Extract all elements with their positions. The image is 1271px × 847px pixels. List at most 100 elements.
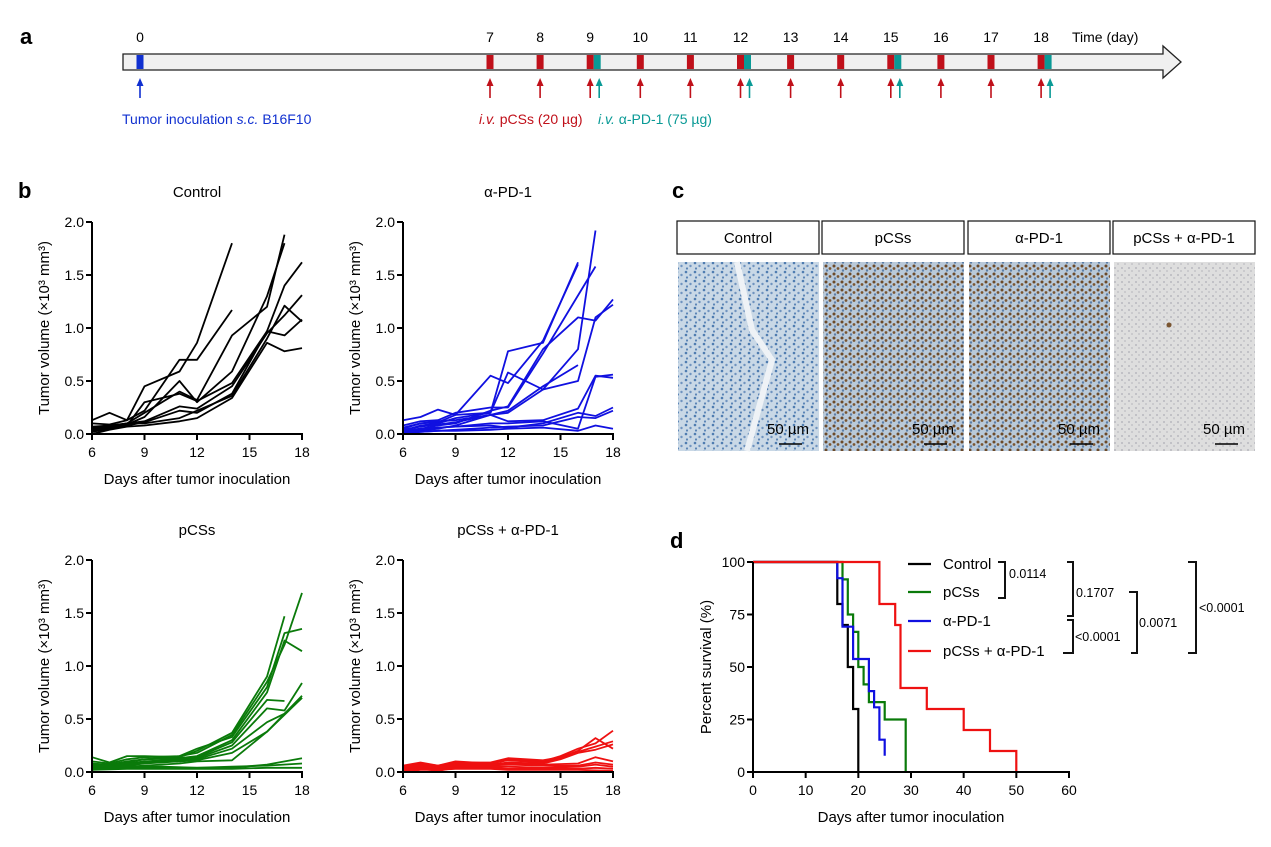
x-tick-label: 9 (141, 444, 149, 460)
y-tick-label: 1.0 (376, 320, 396, 336)
tumor-growth-line (402, 261, 579, 432)
y-axis-label: Tumor volume (×10³ mm³) (36, 579, 53, 753)
tumor-growth-line (402, 298, 614, 433)
tumor-growth-line (91, 294, 303, 429)
pcss-dose-arrow-icon (887, 78, 895, 98)
ihc-label: pCSs + α-PD-1 (1133, 230, 1235, 247)
significance-brackets: 0.0114 0.1707 <0.0001 0.0071 <0.0001 (998, 561, 1245, 654)
y-tick-label: 1.5 (376, 267, 396, 283)
tumor-growth-line (91, 304, 303, 428)
legend-inoculation: Tumor inoculation s.c. B16F10 (122, 111, 312, 127)
pcss-dose-mark (737, 55, 744, 69)
timeline-day-label: 0 (136, 29, 144, 45)
y-tick-label: 25 (729, 712, 745, 728)
y-tick-label: 0.0 (65, 764, 85, 780)
y-tick-label: 2.0 (376, 214, 396, 230)
ihc-image (678, 262, 819, 451)
apd1-dose-mark (744, 55, 751, 69)
pcss-dose-arrow-icon (937, 78, 945, 98)
timeline-day-label: 13 (783, 29, 799, 45)
ihc-column: α-PD-1 50 µm (967, 220, 1111, 451)
tumor-growth-line (91, 766, 302, 771)
pcss-dose-arrow-icon (586, 78, 594, 98)
ihc-label-box (821, 220, 965, 255)
y-axis-label: Percent survival (%) (698, 600, 715, 734)
tumor-growth-line (91, 615, 286, 764)
tumor-growth-line (91, 309, 233, 426)
x-tick-label: 18 (605, 444, 621, 460)
bracket-apd1-combo (1063, 619, 1074, 654)
pcss-dose-arrow-icon (486, 78, 494, 98)
y-axis-label: Tumor volume (×10³ mm³) (347, 241, 364, 415)
apd1-dose-mark (1044, 55, 1052, 69)
pcss-dose-mark (987, 55, 995, 69)
x-tick-label: 6 (399, 444, 407, 460)
y-tick-label: 0.0 (376, 764, 396, 780)
tumor-growth-line (91, 341, 303, 435)
y-tick-label: 1.5 (65, 605, 85, 621)
x-tick-label: 18 (294, 782, 310, 798)
timeline-day-label: 11 (683, 29, 698, 45)
y-tick-label: 0.5 (376, 373, 396, 389)
chart-title: pCSs (179, 522, 216, 539)
ihc-label-box (1112, 220, 1256, 255)
pcss-dose-mark (636, 55, 644, 69)
x-tick-label: 20 (851, 782, 867, 798)
x-axis-label: Days after tumor inoculation (104, 809, 291, 826)
pcss-dose-arrow-icon (987, 78, 995, 98)
timeline-day-label: 18 (1033, 29, 1049, 45)
pcss-dose-mark (937, 55, 945, 69)
x-tick-label: 40 (956, 782, 972, 798)
tumor-growth-line (402, 266, 597, 427)
pcss-dose-arrow-icon (536, 78, 544, 98)
tumor-growth-line (91, 242, 233, 422)
tumor-growth-line (91, 762, 303, 770)
y-tick-label: 75 (729, 607, 745, 623)
y-tick-label: 0.5 (376, 711, 396, 727)
tumor-growth-line (402, 761, 614, 771)
x-tick-label: 6 (88, 782, 96, 798)
timeline-day-label: 10 (633, 29, 649, 45)
x-tick-label: 15 (553, 444, 569, 460)
pcss-dose-mark (1037, 55, 1045, 69)
survival-curve (753, 560, 907, 772)
tumor-growth-line (402, 767, 614, 773)
panel-label-b: b (18, 178, 31, 203)
pcss-dose-arrow-icon (636, 78, 644, 98)
chart-title: Control (173, 184, 221, 201)
p-value-label: 0.1707 (1076, 586, 1114, 600)
y-tick-label: 0.0 (65, 426, 85, 442)
pcss-dose-arrow-icon (737, 78, 744, 98)
legend-item: pCSs (908, 584, 980, 601)
scale-bar-label: 50 µm (1203, 421, 1245, 438)
ihc-column: pCSs + α-PD-1 50 µm (1112, 220, 1256, 451)
x-tick-label: 12 (500, 444, 516, 460)
ihc-image (823, 262, 964, 451)
y-tick-label: 1.0 (65, 658, 85, 674)
x-tick-label: 12 (189, 444, 205, 460)
tumor-growth-line (402, 230, 597, 422)
y-tick-label: 1.5 (376, 605, 396, 621)
tissue-gap (734, 261, 776, 452)
timeline-day-label: 12 (733, 29, 749, 45)
x-axis-label: Days after tumor inoculation (415, 471, 602, 488)
timeline-axis-label: Time (day) (1072, 29, 1138, 45)
survival-plot: 0 25 50 75 100 0 10 20 30 40 50 60 Days after tumor … (698, 554, 1245, 826)
y-axis-label: Tumor volume (×10³ mm³) (347, 579, 364, 753)
x-tick-label: 15 (553, 782, 569, 798)
x-tick-label: 15 (242, 782, 258, 798)
scale-bar-label: 50 µm (1058, 421, 1100, 438)
bracket-control-apd1 (1067, 561, 1074, 617)
scale-bar-label: 50 µm (767, 421, 809, 438)
tumor-growth-line (91, 639, 303, 767)
apd1-dose-arrow-icon (595, 78, 603, 98)
x-tick-label: 12 (189, 782, 205, 798)
bracket-control-combo (1188, 561, 1197, 654)
pcss-dose-mark (887, 55, 895, 69)
survival-curve (753, 560, 886, 756)
y-tick-label: 2.0 (376, 552, 396, 568)
timeline-day-label: 16 (933, 29, 949, 45)
x-tick-label: 18 (605, 782, 621, 798)
